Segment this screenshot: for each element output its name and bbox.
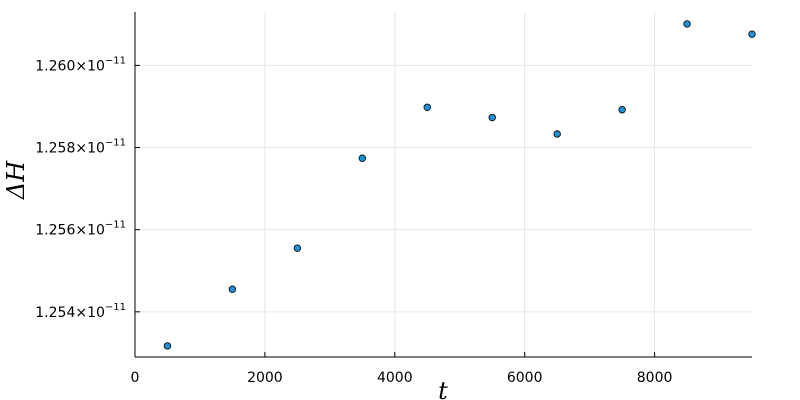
data-point (423, 103, 431, 111)
x-axis-label: t (438, 377, 448, 400)
data-point (358, 154, 367, 162)
grid-lines (134, 12, 752, 357)
y-tick-label: 1.260×10−11 (35, 55, 126, 74)
data-point (553, 130, 561, 138)
data-point (618, 106, 626, 114)
data-point (748, 30, 756, 38)
x-tick-label: 0 (131, 370, 140, 386)
data-point (163, 342, 172, 350)
y-tick-labels: 1.254×10−11 1.256×10−11 1.258×10−11 1.260×1… (35, 55, 126, 320)
data-point (293, 244, 302, 252)
x-tick-label: 2000 (247, 370, 283, 386)
x-tick-label: 8000 (637, 370, 673, 386)
data-point (683, 20, 691, 28)
y-axis-label: ΔH (2, 160, 30, 200)
data-point (488, 113, 496, 122)
y-tick-label: 1.258×10−11 (35, 138, 126, 157)
y-tick-label: 1.254×10−11 (35, 302, 126, 321)
axes (134, 12, 752, 358)
x-tick-label: 6000 (507, 370, 543, 386)
x-tick-label: 4000 (377, 370, 413, 386)
y-tick-label: 1.256×10−11 (35, 220, 126, 239)
data-points (163, 20, 756, 350)
x-tick-labels: 0 2000 4000 6000 8000 (131, 370, 673, 386)
data-point (228, 285, 237, 293)
